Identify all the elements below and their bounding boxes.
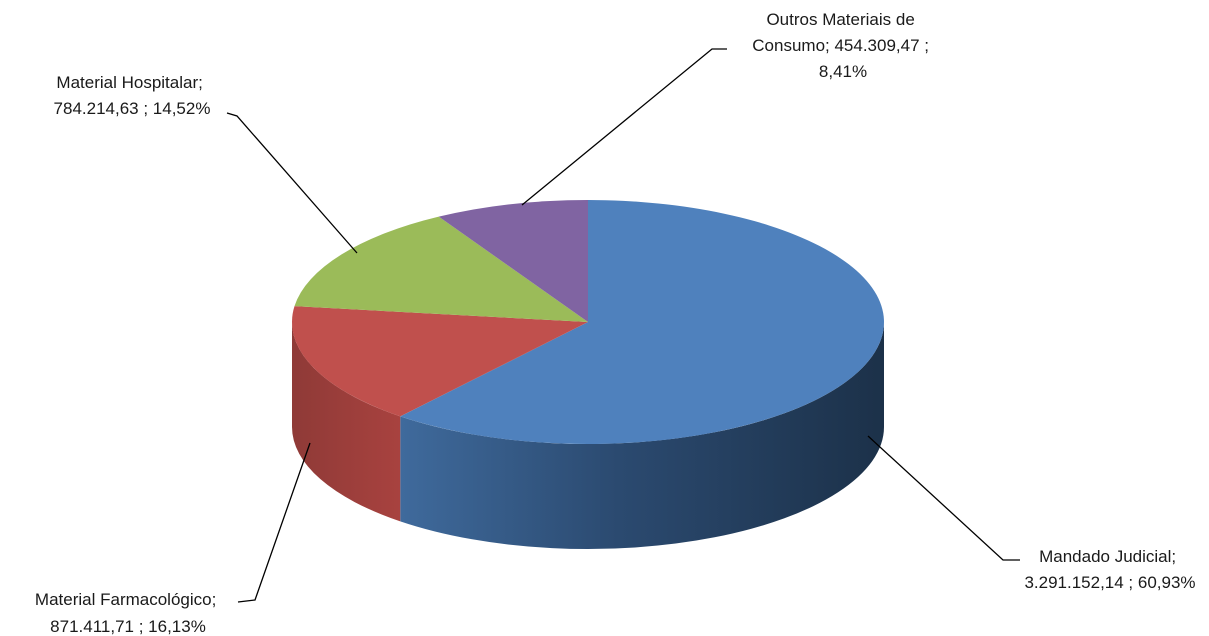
pie-slices — [292, 200, 885, 444]
leader-line-mandado-judicial — [867, 435, 1020, 561]
pie-slice-material-hospitalar — [294, 216, 588, 322]
data-label-material-farmacologico: Material Farmacológico; 871.411,71 ; 16,… — [35, 590, 221, 636]
pie-side-mandado-judicial — [400, 322, 884, 549]
leader-lines — [226, 48, 1020, 603]
leader-line-material-hospitalar — [226, 112, 358, 254]
pie-slice-material-farmacologico — [292, 306, 588, 417]
pie-side-material-farmacologico — [292, 322, 401, 522]
pie-sides — [292, 322, 884, 549]
leader-line-material-farmacologico — [237, 442, 311, 603]
data-label-material-hospitalar: Material Hospitalar; 784.214,63 ; 14,52% — [54, 73, 211, 118]
pie-slice-mandado-judicial — [400, 200, 885, 444]
leader-line-outros-materiais — [521, 48, 727, 206]
data-labels: Mandado Judicial; 3.291.152,14 ; 60,93% … — [35, 10, 1196, 636]
data-label-outros-materiais: Outros Materiais de Consumo; 454.309,47 … — [752, 10, 933, 81]
pie-slice-outros-materiais-de-consumo — [438, 200, 588, 322]
data-label-mandado-judicial: Mandado Judicial; 3.291.152,14 ; 60,93% — [1024, 547, 1195, 592]
